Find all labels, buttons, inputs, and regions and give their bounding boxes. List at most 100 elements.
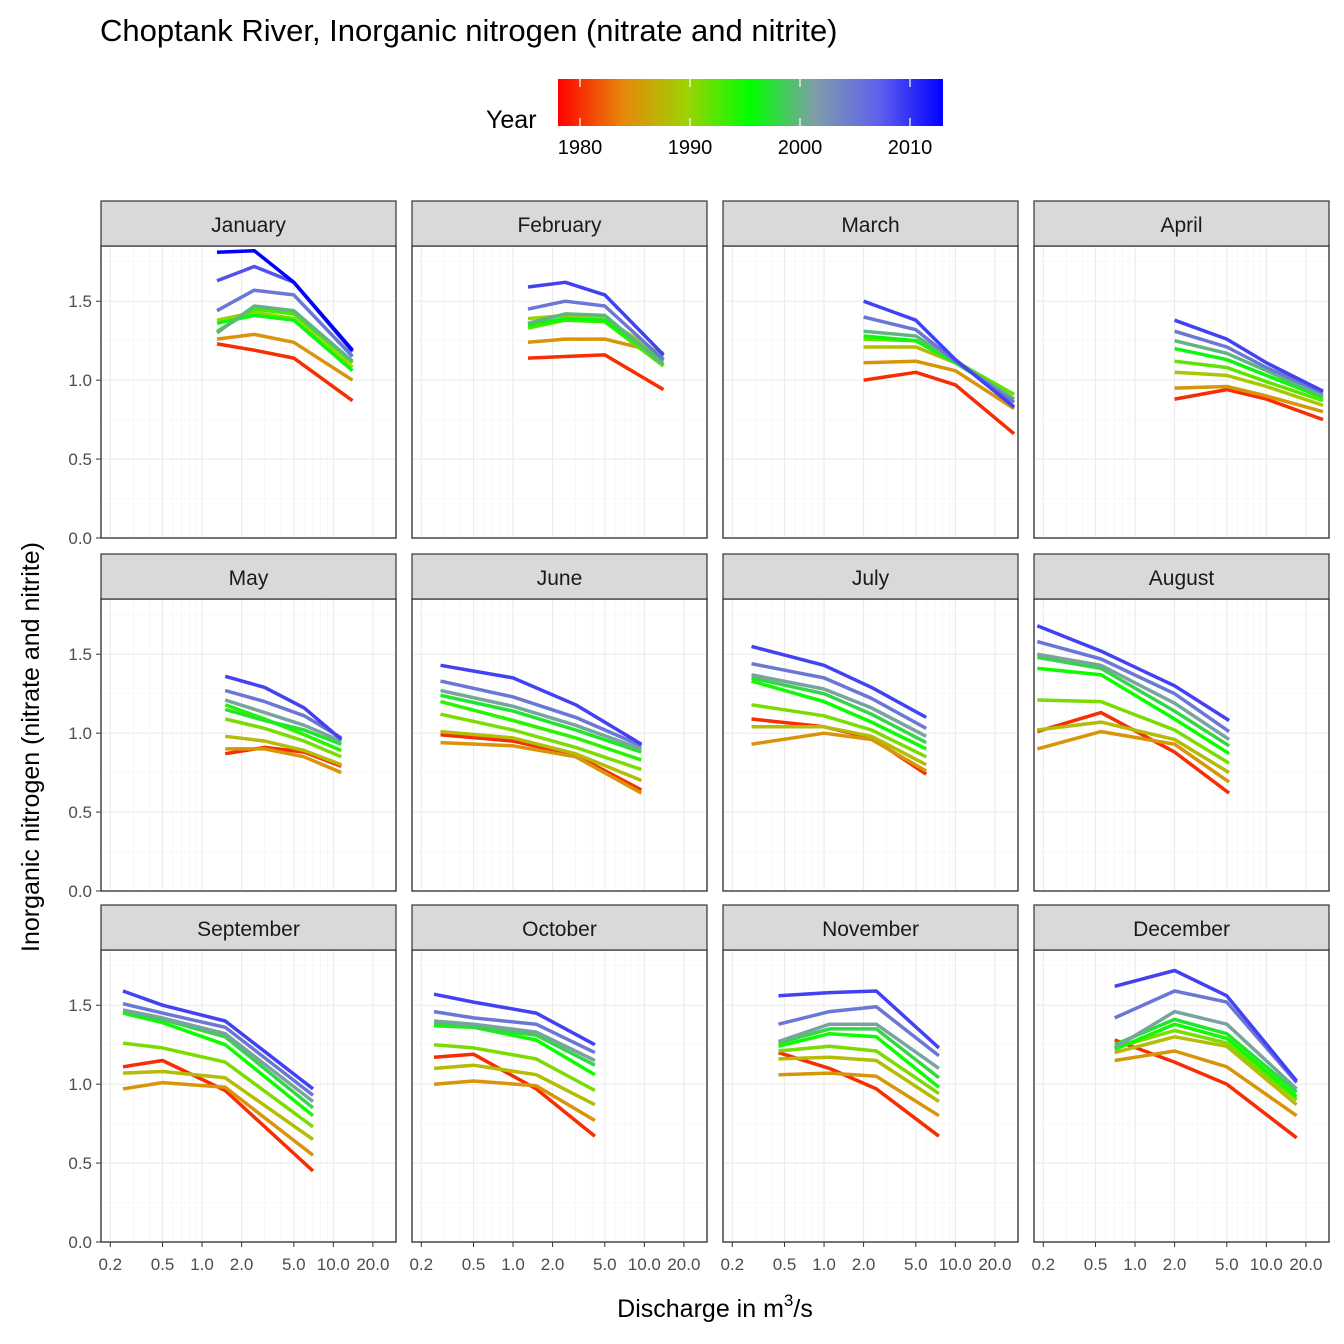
series-line-1985: [122, 1080, 315, 1157]
series-line-2009: [751, 644, 928, 719]
x-tick-label: 20.0: [356, 1255, 389, 1274]
panel-background: [411, 949, 708, 1243]
y-tick-label: 0.5: [68, 1154, 92, 1173]
panel-background: [100, 598, 397, 892]
series-line-1991: [440, 712, 642, 772]
strip-background: [411, 200, 708, 247]
facet-panels: January 0.0 0.5 1.0 1.5 February March April May…: [68, 200, 1330, 1274]
x-tick-label: 10.0: [939, 1255, 972, 1274]
y-tick-label: 1.0: [68, 1075, 92, 1094]
x-tick-label: 20.0: [667, 1255, 700, 1274]
x-tick-label: 10.0: [317, 1255, 350, 1274]
series-line-1988: [440, 729, 643, 783]
series-line-2005: [433, 1009, 596, 1055]
series-line-1980: [1174, 387, 1324, 422]
series-line-1988: [1114, 1035, 1298, 1107]
series-line-2005: [224, 688, 343, 740]
series-line-1985: [527, 337, 664, 356]
strip-background: [100, 904, 397, 951]
y-tick-label: 0.0: [68, 882, 92, 901]
strip-background: [100, 200, 397, 247]
series-line-2005: [122, 1001, 315, 1097]
series-line-2009: [1036, 624, 1231, 722]
series-line-1998: [433, 1020, 596, 1067]
series-line-2009: [440, 663, 643, 746]
strip-label: May: [229, 567, 269, 590]
series-line-2005: [1174, 329, 1324, 395]
strip-background: [411, 553, 708, 600]
strip-label: October: [522, 918, 597, 941]
series-line-2009: [778, 989, 941, 1050]
strip-label: March: [841, 214, 899, 237]
series-line-1985: [1036, 729, 1231, 784]
panel-may: May 0.0 0.5 1.0 1.5: [68, 553, 397, 901]
strip-label: January: [211, 214, 286, 237]
series-line-2009: [433, 992, 596, 1047]
series-line-2005: [440, 679, 643, 748]
series-line-1985: [1114, 1049, 1298, 1118]
series-line-1998: [751, 676, 928, 745]
series-line-1985: [863, 359, 1016, 411]
y-tick-label: 1.5: [68, 645, 92, 664]
legend: Year 1980 1990 2000 2010: [486, 79, 943, 159]
series-line-2005: [1113, 989, 1298, 1084]
series-line-1990: [216, 310, 354, 369]
series-line-1991: [433, 1042, 596, 1093]
panel-background: [100, 245, 397, 539]
y-tick-label: 0.0: [68, 1233, 92, 1252]
series-line-1988: [122, 1069, 315, 1141]
panel-october: October 0.2 0.5 1.0 2.0 5.0 10.0 20.0: [409, 904, 708, 1274]
series-line-1995: [1037, 666, 1231, 756]
x-tick-label: 5.0: [1215, 1255, 1239, 1274]
strip-background: [722, 553, 1019, 600]
strip-label: December: [1133, 918, 1230, 941]
strip-label: June: [537, 567, 583, 590]
x-tick-label: 20.0: [1289, 1255, 1322, 1274]
y-tick-label: 1.5: [68, 996, 92, 1015]
series-line-1988: [778, 1055, 940, 1103]
x-tick-label: 10.0: [628, 1255, 661, 1274]
strip-label: July: [852, 567, 890, 590]
series-line-2000: [215, 304, 354, 363]
y-tick-label: 0.5: [68, 450, 92, 469]
x-tick-label: 2.0: [541, 1255, 565, 1274]
panel-february: February: [411, 200, 708, 539]
series-line-1997: [440, 693, 642, 754]
panel-august: August: [1033, 553, 1330, 892]
series-line-1980: [863, 370, 1016, 436]
x-tick-label: 2.0: [230, 1255, 254, 1274]
x-tick-label: 5.0: [282, 1255, 306, 1274]
panel-june: June: [411, 553, 708, 892]
x-axis-title-main: Discharge in m: [617, 1295, 784, 1323]
y-tick-label: 1.5: [68, 292, 92, 311]
y-axis-title: Inorganic nitrogen (nitrate and nitrite): [17, 542, 45, 952]
series-line-2000: [527, 312, 665, 366]
x-tick-label: 1.0: [812, 1255, 836, 1274]
x-tick-label: 0.5: [773, 1255, 797, 1274]
series-line-1985: [440, 740, 643, 795]
series-line-2005: [216, 288, 354, 358]
strip-background: [1033, 200, 1330, 247]
series-line-2009: [1174, 318, 1324, 393]
y-tick-label: 0.5: [68, 803, 92, 822]
x-tick-label: 0.2: [98, 1255, 122, 1274]
panel-july: July: [722, 553, 1019, 892]
legend-tick-label: 2010: [888, 137, 933, 159]
x-tick-label: 10.0: [1250, 1255, 1283, 1274]
legend-tick-label: 1980: [558, 137, 603, 159]
series-line-2001: [224, 698, 342, 743]
x-tick-label: 0.5: [151, 1255, 175, 1274]
series-line-2001: [751, 673, 928, 738]
legend-title: Year: [486, 106, 537, 134]
series-line-2001: [1036, 652, 1231, 741]
strip-background: [722, 904, 1019, 951]
series-line-1985: [225, 747, 342, 775]
series-line-1996: [1174, 346, 1324, 400]
panel-november: November 0.2 0.5 1.0 2.0 5.0 10.0 20.0: [720, 904, 1019, 1274]
x-axis-title-superscript: 3: [784, 1291, 793, 1310]
x-tick-label: 2.0: [1163, 1255, 1187, 1274]
series-line-1988: [224, 734, 342, 767]
series-line-1985: [216, 332, 354, 382]
panel-background: [722, 598, 1019, 892]
x-tick-label: 0.2: [409, 1255, 433, 1274]
